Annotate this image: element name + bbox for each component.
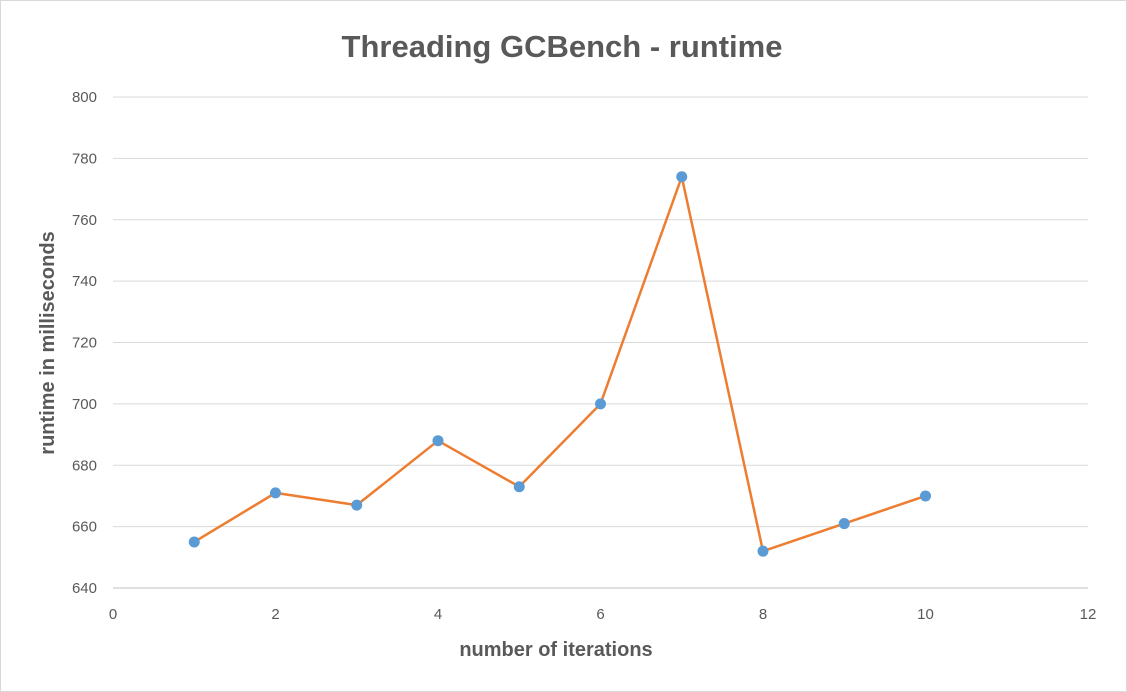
x-tick-label: 12 bbox=[1080, 606, 1097, 623]
data-point bbox=[920, 490, 931, 502]
y-tick-label: 680 bbox=[72, 457, 97, 474]
data-point bbox=[432, 435, 444, 447]
x-tick-label: 8 bbox=[759, 606, 767, 623]
data-point bbox=[676, 171, 688, 183]
data-point bbox=[188, 536, 200, 548]
y-axis-tick-labels: 640 660 680 700 720 740 760 780 800 bbox=[72, 89, 97, 597]
y-tick-label: 660 bbox=[72, 519, 97, 536]
y-tick-label: 780 bbox=[72, 150, 97, 167]
x-tick-label: 0 bbox=[109, 606, 117, 623]
y-axis-title: runtime in milliseconds bbox=[37, 231, 59, 454]
y-tick-label: 760 bbox=[72, 212, 97, 229]
x-axis-tick-labels: 0 2 4 6 8 10 12 bbox=[109, 606, 1097, 623]
data-point bbox=[351, 499, 363, 511]
gridlines bbox=[113, 96, 1088, 589]
x-tick-label: 10 bbox=[917, 606, 934, 623]
y-tick-label: 700 bbox=[72, 396, 97, 413]
y-tick-label: 640 bbox=[72, 580, 97, 597]
data-point bbox=[838, 518, 850, 530]
data-point bbox=[513, 481, 525, 493]
data-point bbox=[757, 545, 769, 557]
data-point bbox=[595, 398, 606, 410]
y-tick-label: 740 bbox=[72, 273, 97, 290]
data-point bbox=[270, 487, 281, 499]
y-tick-label: 720 bbox=[72, 335, 97, 352]
x-axis-title: number of iterations bbox=[459, 639, 652, 661]
x-tick-label: 4 bbox=[434, 606, 442, 623]
data-series bbox=[188, 171, 931, 557]
series-line bbox=[193, 175, 926, 553]
x-tick-label: 6 bbox=[596, 606, 604, 623]
x-tick-label: 2 bbox=[271, 606, 279, 623]
y-tick-label: 800 bbox=[72, 89, 97, 106]
chart-title: Threading GCBench - runtime bbox=[342, 29, 783, 64]
